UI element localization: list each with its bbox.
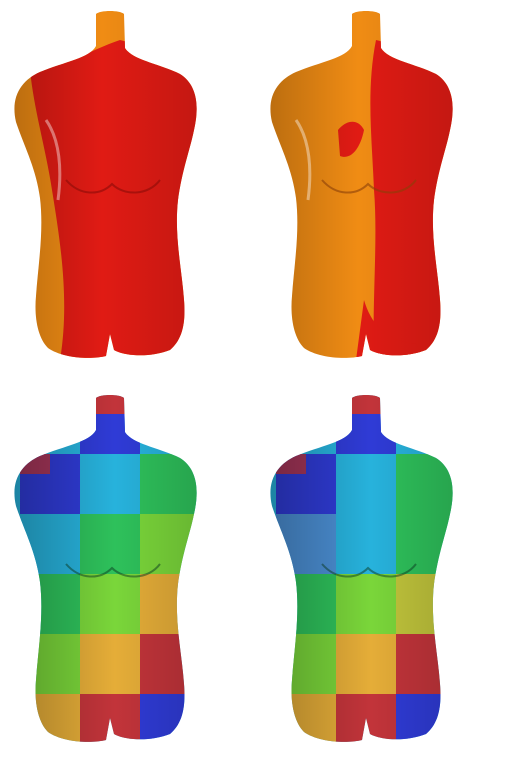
mannequin-panel-top-right: [256, 0, 511, 383]
mannequin-panel-bottom-right: [256, 384, 511, 767]
mannequin-two-tone-orange-red: [270, 11, 453, 358]
mannequin-panel-top-left: [0, 0, 255, 383]
mannequin-checker-texture-right: [270, 395, 453, 742]
mannequin-checker-texture-left: [14, 395, 197, 742]
mannequin-panel-bottom-left: [0, 384, 255, 767]
mannequin-two-tone-red-orange: [14, 11, 197, 358]
